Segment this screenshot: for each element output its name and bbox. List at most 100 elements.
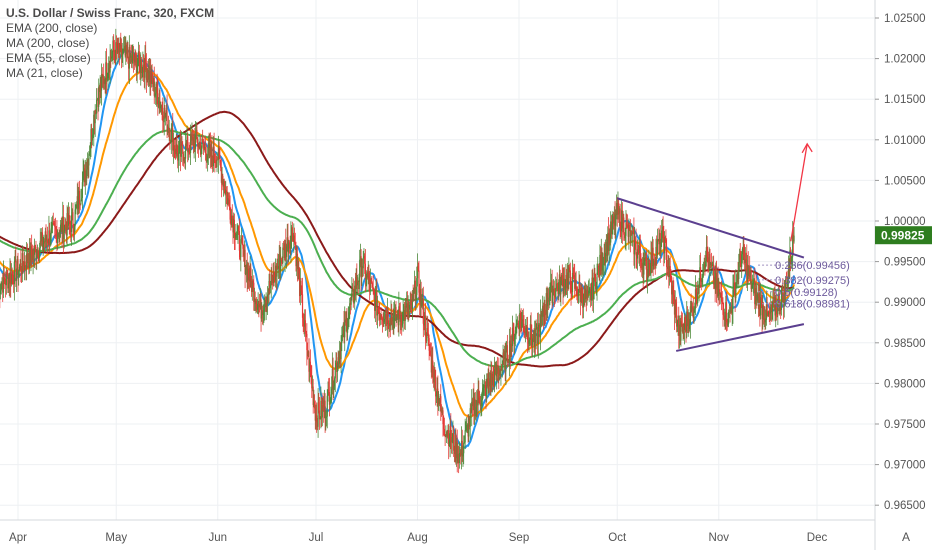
candle xyxy=(760,291,762,309)
candle-body xyxy=(453,433,455,451)
candle-body xyxy=(177,151,179,161)
candle-body xyxy=(501,366,503,368)
candle xyxy=(197,144,199,158)
candle-body xyxy=(245,269,247,275)
candle xyxy=(309,358,311,383)
candle-body xyxy=(606,241,608,257)
candle-body xyxy=(375,291,377,295)
candle-body xyxy=(310,372,312,378)
candle-body xyxy=(135,52,137,57)
candle xyxy=(151,64,153,85)
candle xyxy=(651,236,654,273)
candle xyxy=(471,398,474,417)
candle-body xyxy=(638,251,640,254)
candle xyxy=(278,245,280,279)
candle xyxy=(576,286,578,301)
candle-body xyxy=(7,277,10,289)
candle xyxy=(483,374,486,396)
candle xyxy=(34,244,36,253)
candle-body xyxy=(433,369,435,383)
candle-body xyxy=(663,237,666,254)
candle-body xyxy=(485,385,487,398)
candle xyxy=(345,311,347,332)
candle-body xyxy=(775,303,778,312)
candle-body xyxy=(75,206,77,210)
candle xyxy=(633,217,635,266)
price-tick-label: 0.97000 xyxy=(884,460,926,472)
candle xyxy=(498,367,501,381)
legend-ema55[interactable]: EMA (55, close) xyxy=(6,51,91,65)
candle xyxy=(769,308,771,326)
candle-body xyxy=(753,281,755,283)
candle xyxy=(646,257,649,294)
candle-body xyxy=(215,162,217,167)
candle-body xyxy=(683,317,686,330)
candle xyxy=(521,312,523,332)
candle-body xyxy=(760,297,762,301)
candle xyxy=(668,255,670,289)
candle-body xyxy=(8,277,10,284)
candle-body xyxy=(550,280,552,283)
candle xyxy=(477,377,479,414)
candle-body xyxy=(195,129,197,136)
candle-body xyxy=(175,149,177,155)
candle xyxy=(464,418,466,450)
candle-body xyxy=(113,40,115,51)
candle xyxy=(96,97,98,101)
candle xyxy=(541,308,543,327)
candle xyxy=(12,271,14,285)
legend-ma200[interactable]: MA (200, close) xyxy=(6,36,90,50)
candle-body xyxy=(567,272,569,279)
candle-body xyxy=(327,389,329,396)
candle xyxy=(568,257,570,290)
candle xyxy=(102,74,104,89)
candle-body xyxy=(635,241,637,256)
candle-body xyxy=(565,275,567,287)
candle xyxy=(560,272,563,286)
candle xyxy=(317,388,319,438)
candle xyxy=(182,141,184,166)
candle xyxy=(2,273,4,302)
candle xyxy=(737,262,739,285)
candle xyxy=(450,430,453,454)
candle xyxy=(98,84,101,105)
candle xyxy=(251,269,253,301)
candle-body xyxy=(293,235,295,241)
candle xyxy=(322,392,324,412)
candle-body xyxy=(366,271,368,279)
candle-body xyxy=(558,274,560,283)
candle xyxy=(204,135,207,161)
candle-body xyxy=(696,299,698,304)
candle-body xyxy=(102,76,104,78)
candle xyxy=(220,158,222,198)
candle-body xyxy=(431,360,433,373)
candle-body xyxy=(460,453,462,456)
candle xyxy=(745,252,747,271)
candle-body xyxy=(625,222,627,236)
candle xyxy=(617,191,619,220)
candle xyxy=(491,361,493,392)
candle xyxy=(579,274,581,293)
candle-body xyxy=(641,261,643,270)
candle-body xyxy=(232,218,234,233)
price-tick-label: 0.96500 xyxy=(884,500,926,512)
candle-body xyxy=(511,327,514,347)
candle xyxy=(536,323,538,330)
candle-body xyxy=(137,51,140,64)
candle xyxy=(571,259,574,298)
legend-ema200[interactable]: EMA (200, close) xyxy=(6,21,98,35)
candle xyxy=(374,288,376,319)
auto-scale-button[interactable]: A xyxy=(901,530,910,544)
candle-body xyxy=(371,283,373,284)
candle xyxy=(436,377,438,407)
candle-body xyxy=(328,391,331,405)
candle-body xyxy=(644,256,646,258)
candle-body xyxy=(6,272,8,275)
candle-body xyxy=(733,282,736,286)
candle-body xyxy=(285,243,287,257)
candle-body xyxy=(197,146,199,148)
legend-ma21[interactable]: MA (21, close) xyxy=(6,66,83,80)
candle xyxy=(746,255,749,291)
candle-body xyxy=(668,266,671,277)
